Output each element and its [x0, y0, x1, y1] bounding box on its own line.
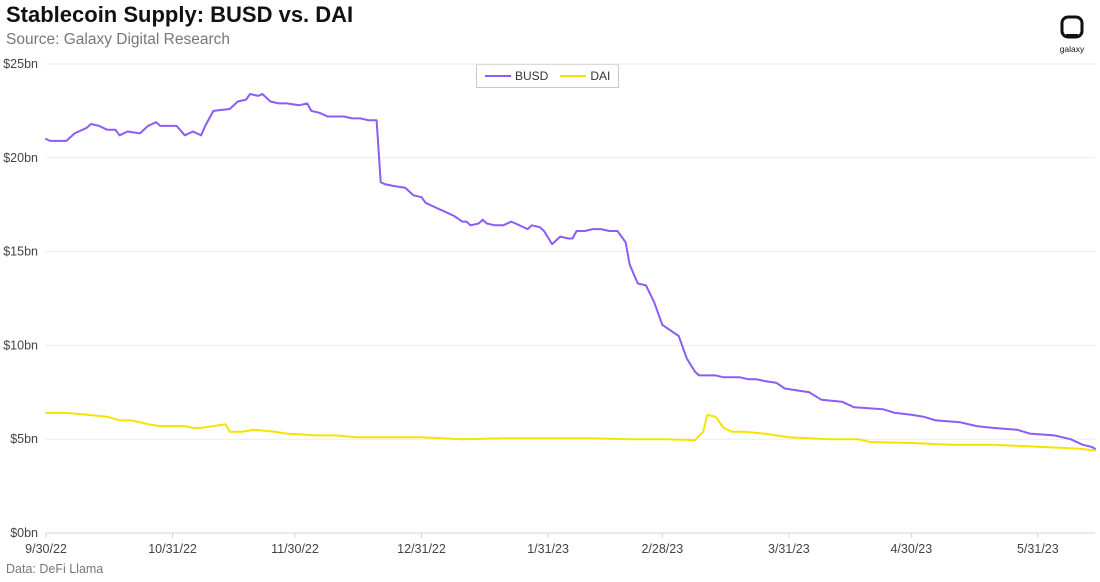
x-tick-label: 2/28/23	[641, 542, 683, 556]
series-lines	[45, 93, 1096, 452]
chart-title: Stablecoin Supply: BUSD vs. DAI	[6, 2, 354, 27]
series-line-dai	[45, 411, 1096, 452]
legend-item-dai: DAI	[560, 69, 610, 83]
x-tick-labels: 9/30/22 10/31/22 11/30/22 12/31/22 1/31/23 2/…	[25, 542, 1059, 556]
y-tick-label: $10bn	[3, 338, 38, 352]
x-tick-label: 9/30/22	[25, 542, 67, 556]
x-tick-label: 1/31/23	[527, 542, 569, 556]
y-tick-label: $20bn	[3, 151, 38, 165]
y-tick-label: $5bn	[10, 432, 38, 446]
y-tick-label: $25bn	[3, 57, 38, 71]
y-tick-labels: $0bn $5bn $10bn $15bn $20bn $25bn	[3, 57, 38, 540]
galaxy-logo-icon	[1060, 15, 1084, 39]
x-tick-label: 5/31/23	[1017, 542, 1059, 556]
gridlines	[46, 63, 1095, 440]
logo-wordmark: galaxy	[1059, 44, 1085, 54]
data-source-note: Data: DeFi Llama	[6, 562, 104, 576]
y-tick-label: $15bn	[3, 245, 38, 259]
legend-swatch-busd	[485, 75, 511, 77]
x-tick-label: 4/30/23	[890, 542, 932, 556]
x-tick-label: 10/31/22	[148, 542, 197, 556]
legend-item-busd: BUSD	[485, 69, 548, 83]
legend-label-dai: DAI	[590, 69, 611, 83]
galaxy-logo: galaxy	[1056, 12, 1088, 56]
y-tick-label: $0bn	[10, 526, 38, 540]
legend-swatch-dai	[560, 75, 587, 77]
x-tick-label: 3/31/23	[768, 542, 810, 556]
chart-subtitle: Source: Galaxy Digital Research	[6, 31, 230, 48]
legend-label-busd: BUSD	[515, 69, 549, 83]
x-tick-label: 12/31/22	[397, 542, 446, 556]
series-line-busd	[45, 93, 1096, 450]
axes	[45, 532, 1095, 538]
x-tick-label: 11/30/22	[271, 542, 319, 556]
